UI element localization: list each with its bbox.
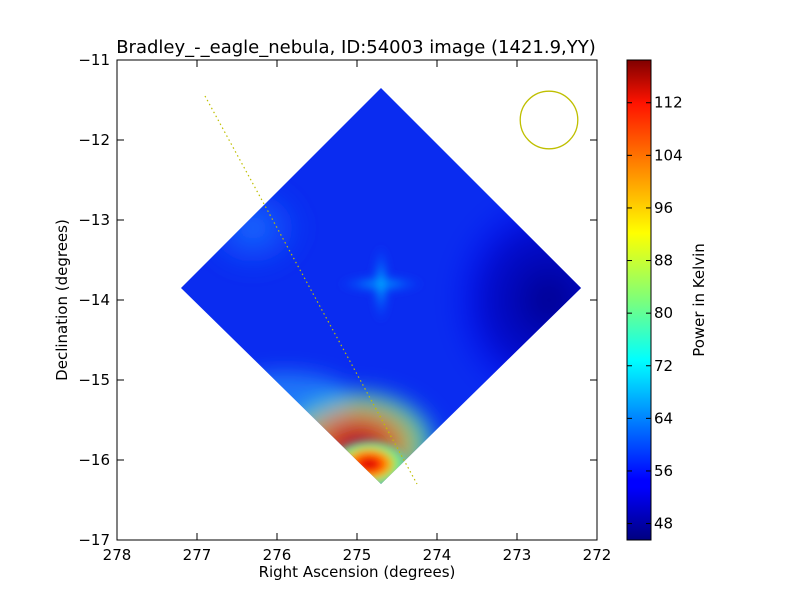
y-tick-label: −14 (78, 291, 110, 309)
y-axis-label: Declination (degrees) (53, 219, 71, 381)
heatmap-image (181, 88, 581, 484)
colorbar-tick-label: 96 (654, 199, 673, 217)
heatmap-cross-vertical (371, 244, 391, 324)
colorbar-tick-label: 104 (654, 146, 683, 164)
colorbar-tick-label: 80 (654, 304, 673, 322)
x-tick-label: 278 (103, 546, 132, 564)
x-tick-label: 276 (263, 546, 292, 564)
y-tick-label: −13 (78, 211, 110, 229)
heatmap-west-glow (197, 180, 309, 276)
y-tick-label: −17 (78, 531, 110, 549)
colorbar-tick-label: 48 (654, 515, 673, 533)
colorbar-tick-label: 112 (654, 94, 683, 112)
x-axis-label: Right Ascension (degrees) (259, 563, 456, 581)
colorbar-tick-label: 72 (654, 357, 673, 375)
x-tick-label: 274 (423, 546, 452, 564)
y-axis: −11 −12 −13 −14 −15 −16 −17 (78, 51, 597, 549)
x-tick-label: 275 (343, 546, 372, 564)
heatmap-low-region (445, 188, 581, 412)
colorbar-tick-label: 64 (654, 409, 673, 427)
colorbar-ticks: 48 56 64 72 80 88 96 104 112 (627, 94, 683, 533)
colorbar-tick-label: 56 (654, 462, 673, 480)
colorbar: 48 56 64 72 80 88 96 104 112 Power in Kelvin (626, 59, 708, 541)
x-tick-label: 277 (183, 546, 212, 564)
y-tick-label: −16 (78, 451, 110, 469)
x-tick-label: 272 (583, 546, 612, 564)
y-tick-label: −12 (78, 131, 110, 149)
colorbar-label: Power in Kelvin (690, 243, 708, 357)
heatmap-southwest-edge (221, 372, 349, 420)
y-tick-label: −11 (78, 51, 110, 69)
galactic-plane-line (204, 95, 418, 485)
colorbar-tick-label: 88 (654, 252, 673, 270)
beam-circle (519, 90, 579, 150)
x-tick-label: 273 (503, 546, 532, 564)
chart-title: Bradley_-_eagle_nebula, ID:54003 image (… (116, 37, 596, 58)
colorbar-gradient (626, 59, 652, 541)
x-axis: 278 277 276 275 274 273 272 (103, 60, 612, 564)
heatmap-peak (329, 438, 409, 484)
y-tick-label: −15 (78, 371, 110, 389)
